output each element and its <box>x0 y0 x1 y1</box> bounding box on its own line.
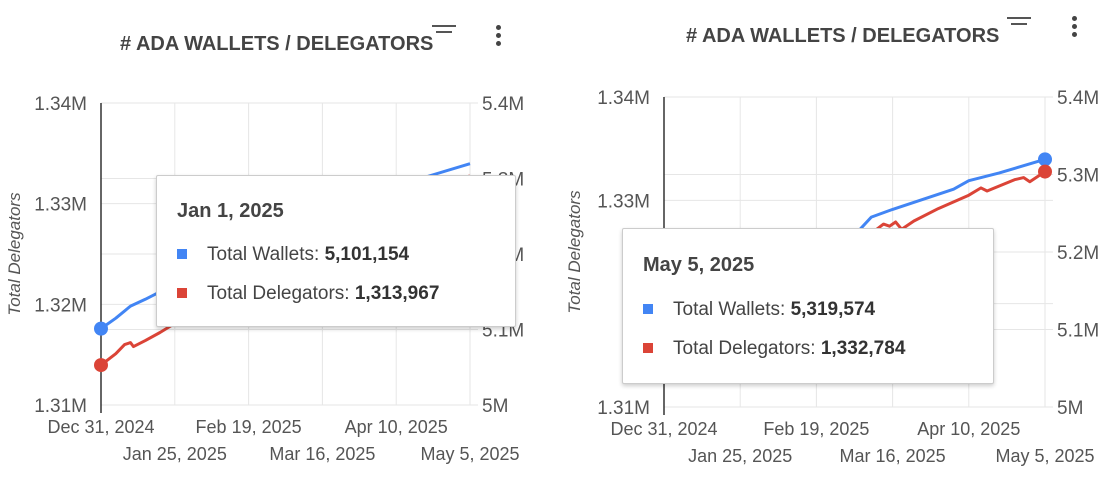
x-tick-label: Jan 25, 2025 <box>123 444 227 464</box>
x-tick-label: Dec 31, 2024 <box>47 417 154 437</box>
chart-panel-left: 1.31M1.32M1.33M1.34M5M5.1M5.2M5.3M5.4MDe… <box>5 25 524 464</box>
y-right-tick-label: 5.4M <box>1057 88 1099 109</box>
tooltip-label: Total Delegators: <box>673 338 821 359</box>
x-tick-label: Mar 16, 2025 <box>840 446 946 466</box>
y-tick-label: 1.31M <box>34 396 87 417</box>
legend-swatch-wallets <box>177 249 187 259</box>
y-right-tick-label: 5.4M <box>482 94 524 115</box>
legend-swatch-wallets <box>643 304 653 314</box>
filter-icon[interactable] <box>432 25 456 35</box>
tooltip-label: Total Wallets: <box>673 299 791 320</box>
tooltip-row-wallets: Total Wallets: 5,101,154 <box>177 244 409 266</box>
x-tick-label: Feb 19, 2025 <box>763 419 869 439</box>
tooltip-row-delegators: Total Delegators: 1,313,967 <box>177 283 439 305</box>
chart-title: # ADA WALLETS / DELEGATORS <box>120 33 434 55</box>
chart-panel-right: 1.31M1.31.33M1.34M5M5.1M5.2M5.3M5.4MDec … <box>560 0 1119 492</box>
chart-title: # ADA WALLETS / DELEGATORS <box>686 25 1000 47</box>
x-tick-label: Apr 10, 2025 <box>345 417 448 437</box>
tooltip-value: 1,332,784 <box>820 338 906 359</box>
x-tick-label: May 5, 2025 <box>420 444 519 464</box>
y-tick-label: 1.31M <box>597 398 650 419</box>
x-tick-label: Mar 16, 2025 <box>269 444 375 464</box>
line-chart: 1.31M1.31.33M1.34M5M5.1M5.2M5.3M5.4MDec … <box>565 88 1099 466</box>
x-tick-label: May 5, 2025 <box>995 446 1094 466</box>
y-right-tick-label: 5.3M <box>1057 166 1099 187</box>
more-vert-icon[interactable] <box>1072 16 1078 40</box>
y-axis-title: Total Delegators <box>5 192 24 316</box>
x-tick-label: Dec 31, 2024 <box>610 419 717 439</box>
tooltip-label: Total Delegators: <box>207 283 355 304</box>
x-tick-label: Feb 19, 2025 <box>196 417 302 437</box>
tooltip-date: May 5, 2025 <box>643 254 755 276</box>
filter-icon[interactable] <box>1007 17 1031 27</box>
y-right-tick-label: 5.2M <box>1057 243 1099 264</box>
legend-swatch-delegators <box>643 343 653 353</box>
tooltip-value: 5,319,574 <box>790 299 876 320</box>
x-tick-label: Jan 25, 2025 <box>688 446 792 466</box>
tooltip-value: 5,101,154 <box>324 244 410 265</box>
legend-swatch-delegators <box>177 288 187 298</box>
tooltip-row-wallets: Total Wallets: 5,319,574 <box>643 299 875 321</box>
tooltip-date: Jan 1, 2025 <box>177 200 284 222</box>
y-tick-label: 1.33M <box>34 195 87 216</box>
x-tick-label: Apr 10, 2025 <box>917 419 1020 439</box>
y-tick-label: 1.32M <box>34 295 87 316</box>
tooltip: May 5, 2025 Total Wallets: 5,319,574 Tot… <box>622 228 994 384</box>
highlight-point <box>94 358 108 373</box>
highlight-point <box>94 321 108 336</box>
tooltip-value: 1,313,967 <box>354 283 440 304</box>
y-tick-label: 1.34M <box>597 88 650 109</box>
y-right-tick-label: 5M <box>482 396 508 417</box>
y-tick-label: 1.33M <box>597 191 650 212</box>
tooltip: Jan 1, 2025 Total Wallets: 5,101,154 Tot… <box>156 175 516 327</box>
tooltip-label: Total Wallets: <box>207 244 325 265</box>
tooltip-row-delegators: Total Delegators: 1,332,784 <box>643 338 905 360</box>
highlight-point <box>1038 152 1052 167</box>
y-right-tick-label: 5.1M <box>1057 321 1099 342</box>
highlight-point <box>1038 164 1052 179</box>
more-vert-icon[interactable] <box>496 25 502 49</box>
y-right-tick-label: 5M <box>1057 398 1083 419</box>
y-tick-label: 1.34M <box>34 94 87 115</box>
y-axis-title: Total Delegators <box>565 190 584 314</box>
